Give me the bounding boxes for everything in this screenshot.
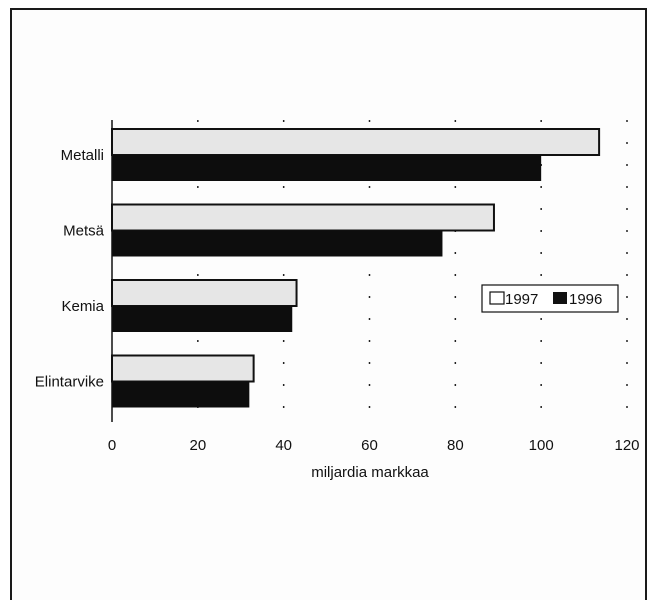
legend-box: [481, 284, 619, 313]
category-labels: Metalli Metsä Kemia Elintarvike: [35, 147, 105, 391]
bar-1997: [111, 128, 601, 156]
x-tick-label: 60: [361, 437, 378, 454]
x-tick-labels: 0 20 40 60 80 100 120: [108, 437, 640, 454]
category-label: Elintarvike: [35, 374, 104, 391]
legend-label-1996: 1996: [569, 291, 602, 308]
category-label: Metsä: [63, 223, 105, 240]
x-tick-label: 0: [108, 437, 116, 454]
bar-1997: [111, 203, 495, 232]
x-tick-label: 80: [447, 437, 464, 454]
x-tick-label: 40: [275, 437, 292, 454]
bar-1996: [112, 230, 443, 257]
bar-1996: [112, 155, 542, 181]
x-tick-label: 120: [614, 437, 639, 454]
bars: [111, 128, 601, 408]
x-axis-label: miljardia markkaa: [311, 464, 429, 481]
x-tick-label: 100: [529, 437, 554, 454]
bar-1997: [111, 279, 298, 307]
bar-1997: [111, 354, 255, 383]
bar-1996: [112, 381, 250, 408]
category-label: Kemia: [61, 298, 104, 315]
legend-swatch-1996: [553, 292, 567, 304]
legend-label-1997: 1997: [505, 291, 538, 308]
legend-swatch-1997: [489, 291, 505, 305]
x-tick-label: 20: [189, 437, 206, 454]
category-label: Metalli: [61, 147, 104, 164]
bar-1996: [112, 306, 293, 332]
legend: 1997 1996: [481, 284, 619, 313]
